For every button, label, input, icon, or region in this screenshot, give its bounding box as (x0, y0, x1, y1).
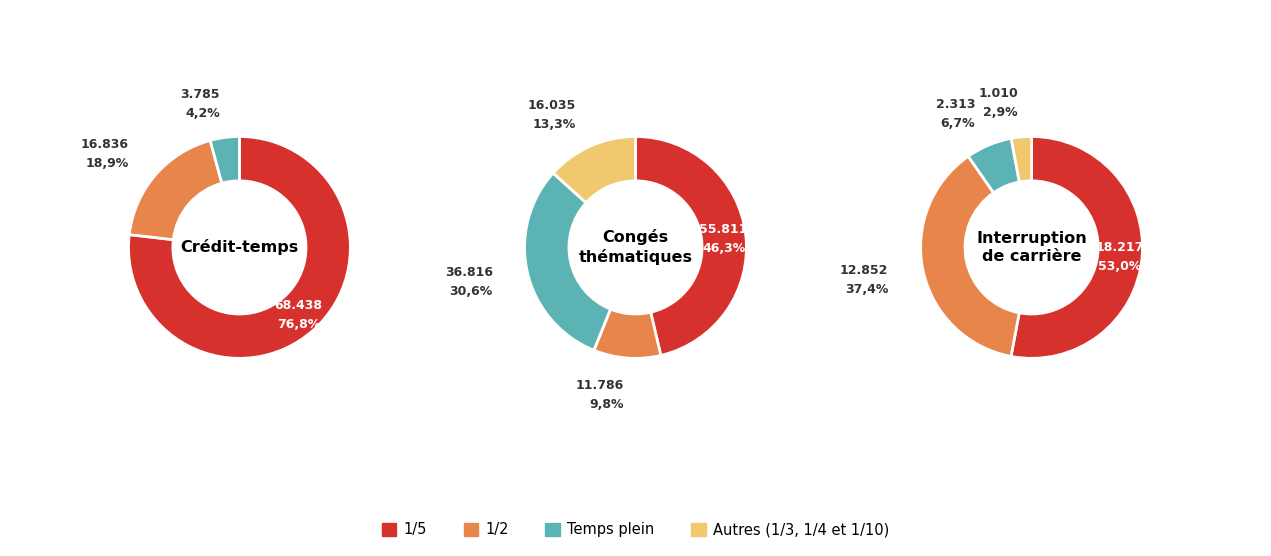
Wedge shape (920, 156, 1019, 356)
Text: 18,9%: 18,9% (85, 157, 128, 170)
Text: Interruption
de carrière: Interruption de carrière (976, 231, 1087, 264)
Text: 30,6%: 30,6% (450, 285, 493, 298)
Wedge shape (1012, 136, 1032, 182)
Wedge shape (1010, 136, 1143, 359)
Text: Congés
thématiques: Congés thématiques (578, 230, 693, 265)
Legend: 1/5, 1/2, Temps plein, Autres (1/3, 1/4 et 1/10): 1/5, 1/2, Temps plein, Autres (1/3, 1/4 … (376, 517, 895, 543)
Text: 53,0%: 53,0% (1098, 260, 1141, 274)
Text: 18.217: 18.217 (1096, 241, 1144, 255)
Text: 11.786: 11.786 (576, 379, 624, 392)
Wedge shape (594, 309, 661, 359)
Text: 68.438: 68.438 (275, 300, 323, 312)
Text: 9,8%: 9,8% (590, 398, 624, 411)
Wedge shape (128, 136, 351, 359)
Text: 3.785: 3.785 (180, 88, 220, 101)
Text: 12.852: 12.852 (840, 264, 888, 277)
Text: Crédit-temps: Crédit-temps (180, 240, 299, 255)
Wedge shape (636, 136, 746, 355)
Text: 2,9%: 2,9% (984, 106, 1018, 119)
Text: 36.816: 36.816 (445, 266, 493, 279)
Wedge shape (525, 173, 610, 350)
Text: 76,8%: 76,8% (277, 318, 320, 331)
Wedge shape (210, 136, 239, 183)
Text: 46,3%: 46,3% (702, 242, 745, 255)
Text: 2.313: 2.313 (935, 98, 975, 111)
Text: 4,2%: 4,2% (186, 107, 220, 120)
Text: 6,7%: 6,7% (941, 117, 975, 130)
Text: 1.010: 1.010 (979, 87, 1018, 100)
Text: 16.035: 16.035 (527, 100, 576, 112)
Wedge shape (130, 141, 222, 240)
Wedge shape (553, 136, 636, 203)
Wedge shape (969, 138, 1019, 193)
Text: 55.811: 55.811 (699, 223, 747, 236)
Text: 13,3%: 13,3% (533, 118, 576, 131)
Text: 37,4%: 37,4% (845, 282, 888, 296)
Text: 16.836: 16.836 (80, 138, 128, 151)
